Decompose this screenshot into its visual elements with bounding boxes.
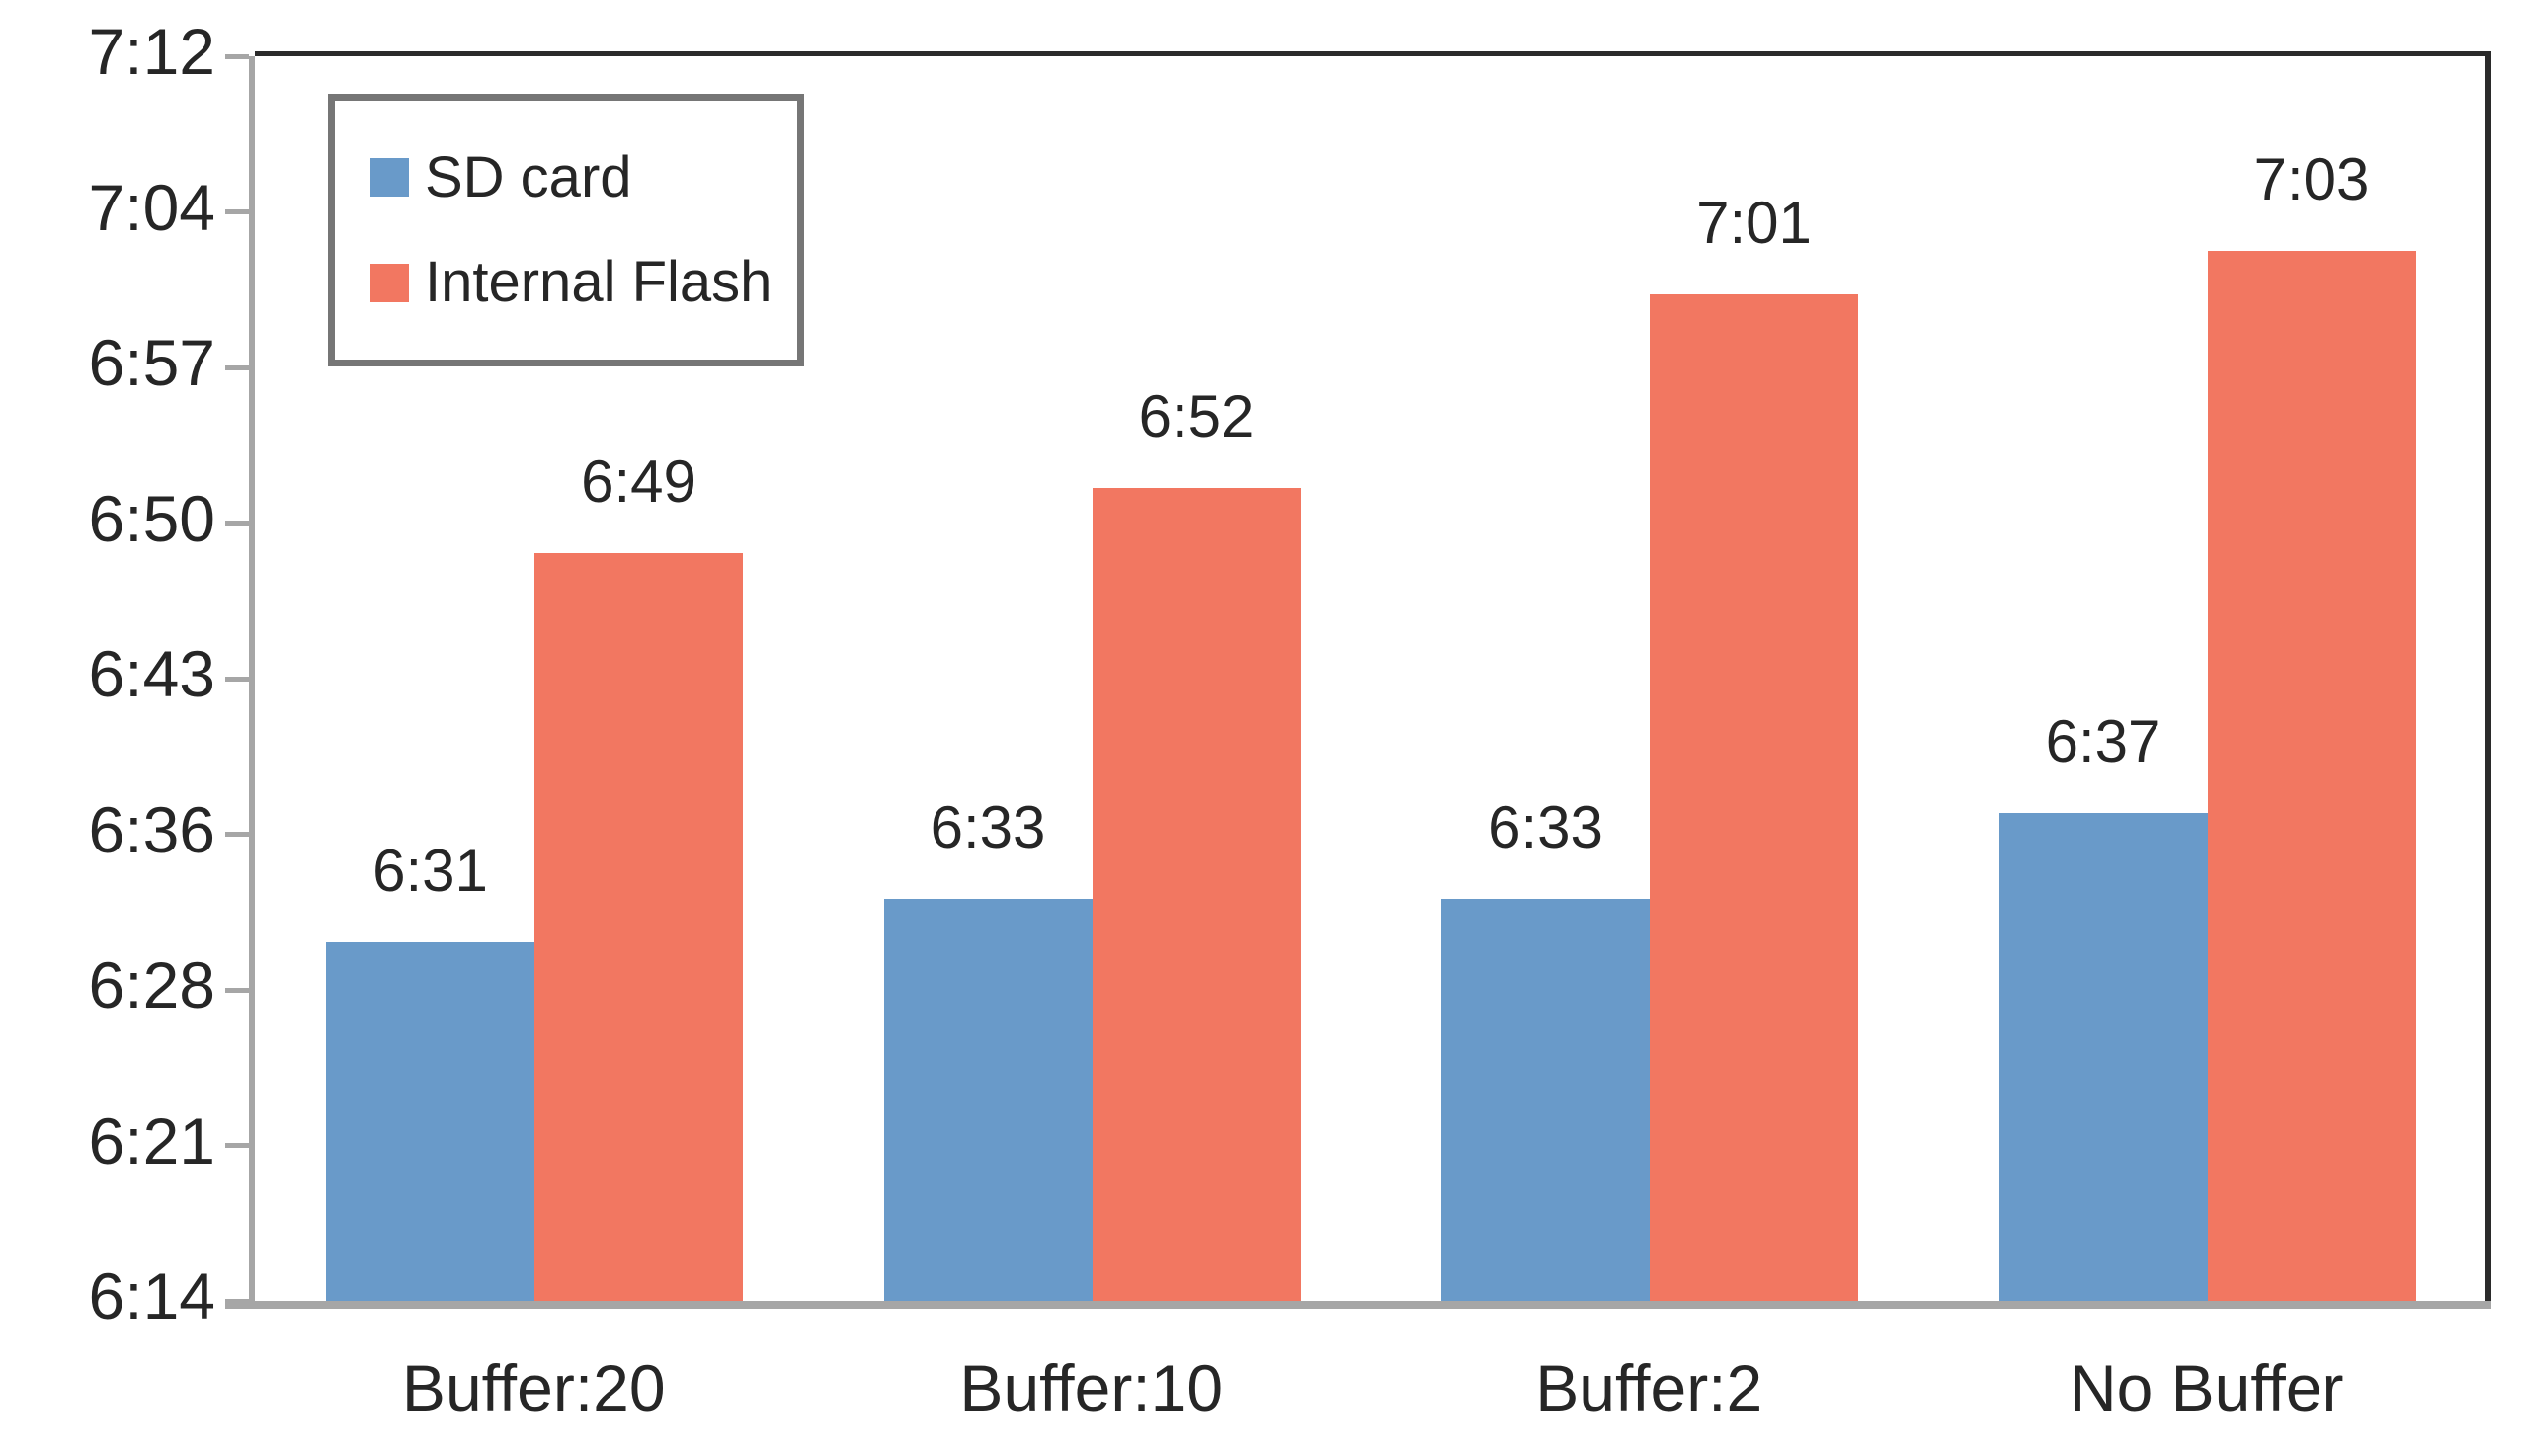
legend-item-sd-card: SD card — [370, 144, 797, 209]
bar-group-buffer:2: 6:33 7:01 — [1370, 56, 1928, 1301]
bar-internal-flash — [2207, 251, 2416, 1301]
y-axis-label: 6:36 — [88, 792, 215, 866]
legend-swatch-sd-card — [370, 158, 409, 198]
data-label-internal-flash: 7:01 — [1696, 190, 1812, 256]
y-axis-tick — [225, 53, 249, 59]
y-axis-tick — [225, 521, 249, 526]
y-axis-labels: 7:12 7:04 6:57 6:50 6:43 6:36 6:28 6:21 6:14 — [0, 19, 215, 1329]
y-axis-label: 6:28 — [88, 948, 215, 1021]
data-label-sd-card: 6:33 — [930, 794, 1046, 860]
y-axis-label: 7:04 — [88, 170, 215, 244]
x-axis-label-buffer:10: Buffer:10 — [959, 1351, 1224, 1424]
y-axis-tick — [225, 832, 249, 837]
data-label-internal-flash: 6:49 — [581, 448, 696, 515]
legend-label-internal-flash: Internal Flash — [425, 250, 773, 315]
y-axis-tick — [225, 364, 249, 370]
legend: SD card Internal Flash — [328, 94, 804, 366]
y-axis-label: 6:43 — [88, 637, 215, 710]
y-axis-line — [249, 56, 255, 1309]
plot-area: 6:31 6:49 6:33 6:52 6:33 7:01 6:37 7:03 SD card I… — [225, 51, 2491, 1309]
y-axis-tick — [225, 987, 249, 993]
y-axis-label: 6:14 — [88, 1259, 215, 1333]
x-axis-labels: Buffer:20 Buffer:10 Buffer:2 No Buffer — [255, 1355, 2485, 1420]
y-axis-label: 6:21 — [88, 1103, 215, 1177]
data-label-internal-flash: 6:52 — [1138, 383, 1255, 449]
bar-group-no-buffer: 6:37 7:03 — [1928, 56, 2486, 1301]
bar-sd-card — [1998, 813, 2208, 1301]
y-axis-tick — [225, 209, 249, 214]
x-axis-line — [225, 1301, 2491, 1309]
data-label-sd-card: 6:31 — [372, 838, 488, 904]
legend-item-internal-flash: Internal Flash — [370, 254, 797, 311]
x-axis-label-buffer:2: Buffer:2 — [1535, 1351, 1763, 1424]
y-axis-tick — [225, 1143, 249, 1148]
y-axis-label: 7:12 — [88, 15, 215, 88]
data-label-sd-card: 6:33 — [1488, 794, 1603, 860]
bar-group-buffer:10: 6:33 6:52 — [813, 56, 1371, 1301]
bar-internal-flash — [1650, 294, 1858, 1301]
x-axis-label-no-buffer: No Buffer — [2069, 1351, 2344, 1424]
bar-internal-flash — [534, 553, 743, 1301]
y-axis-tick — [225, 676, 249, 682]
legend-label-sd-card: SD card — [425, 144, 632, 209]
y-axis-label: 6:57 — [88, 326, 215, 399]
bar-sd-card — [883, 899, 1093, 1301]
bar-internal-flash — [1092, 488, 1301, 1301]
y-axis-label: 6:50 — [88, 481, 215, 555]
data-label-internal-flash: 7:03 — [2253, 146, 2370, 212]
data-label-sd-card: 6:37 — [2045, 708, 2161, 774]
bar-sd-card — [1441, 899, 1650, 1301]
legend-swatch-internal-flash — [370, 263, 409, 302]
x-axis-label-buffer:20: Buffer:20 — [401, 1351, 666, 1424]
bar-sd-card — [326, 942, 534, 1301]
bar-group-buffer:20: 6:31 6:49 — [255, 56, 813, 1301]
y-axis-tick — [225, 1298, 249, 1304]
